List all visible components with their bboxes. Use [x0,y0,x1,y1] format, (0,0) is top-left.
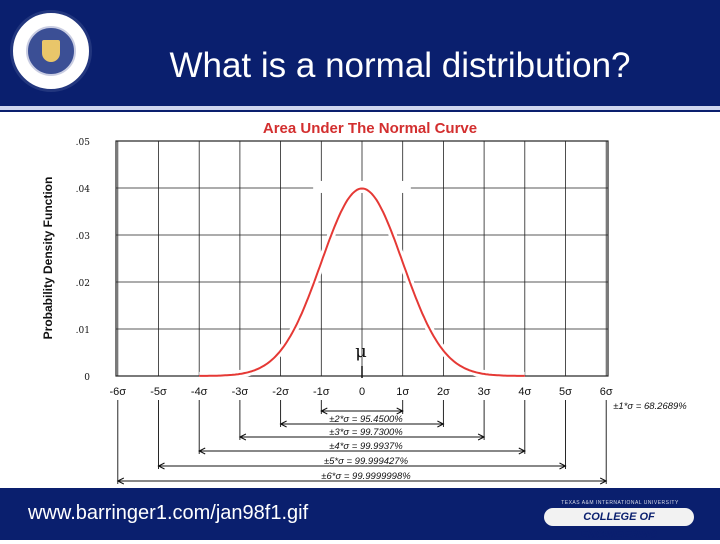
x-tick-label: 5σ [559,386,572,398]
x-tick-label: 2σ [437,386,450,398]
mean-label: μ [355,341,367,362]
y-tick-label: .01 [76,326,90,336]
x-tick-label: -5σ [150,386,167,398]
seal-emblem [26,26,76,76]
x-tick-label: -6σ [110,386,127,398]
x-tick-label: 0 [359,386,365,398]
x-tick-label: -1σ [313,386,330,398]
interval-label: ±4*σ = 99.9937% [329,441,403,452]
seal-shield-icon [42,40,60,62]
x-tick-label: -4σ [191,386,208,398]
y-tick-label: .03 [76,232,91,242]
header-divider [0,106,720,110]
x-tick-label: 3σ [478,386,491,398]
x-tick-label: -2σ [272,386,289,398]
y-tick-label: 0 [84,373,90,383]
interval-label: ±3*σ = 99.7300% [329,427,403,438]
y-tick-label: .04 [76,185,91,195]
x-tick-label: 1σ [396,386,409,398]
y-axis-label: Probability Density Function [41,177,55,340]
slide-title: What is a normal distribution? [169,46,631,85]
x-tick-label: 6σ [600,386,613,398]
university-seal-icon [10,10,92,92]
source-url[interactable]: www.barringer1.com/jan98f1.gif [28,502,309,524]
normal-curve-chart: Area Under The Normal Curve Probability … [41,120,687,485]
logo-university-text: TEXAS A&M INTERNATIONAL UNIVERSITY [561,500,679,506]
logo-badge-text: COLLEGE OF ENGINEERING [544,508,694,541]
interval-label: ±5*σ = 99.999427% [324,456,409,467]
header-bar: What is a normal distribution? [0,0,720,112]
y-tick-label: .02 [76,279,90,289]
interval-label: ±1*σ = 68.2689% [613,401,687,412]
y-tick-label: .05 [76,138,91,148]
x-tick-label: 4σ [518,386,531,398]
normal-curve-line [199,187,525,377]
interval-label: ±2*σ = 95.4500% [329,414,403,425]
interval-label: ±6*σ = 99.9999998% [321,471,411,482]
footer-bar: www.barringer1.com/jan98f1.gif TEXAS A&M… [0,488,720,541]
chart-title: Area Under The Normal Curve [263,120,477,137]
x-tick-label: -3σ [232,386,249,398]
college-of-engineering-logo: TEXAS A&M INTERNATIONAL UNIVERSITY COLLE… [542,500,698,541]
